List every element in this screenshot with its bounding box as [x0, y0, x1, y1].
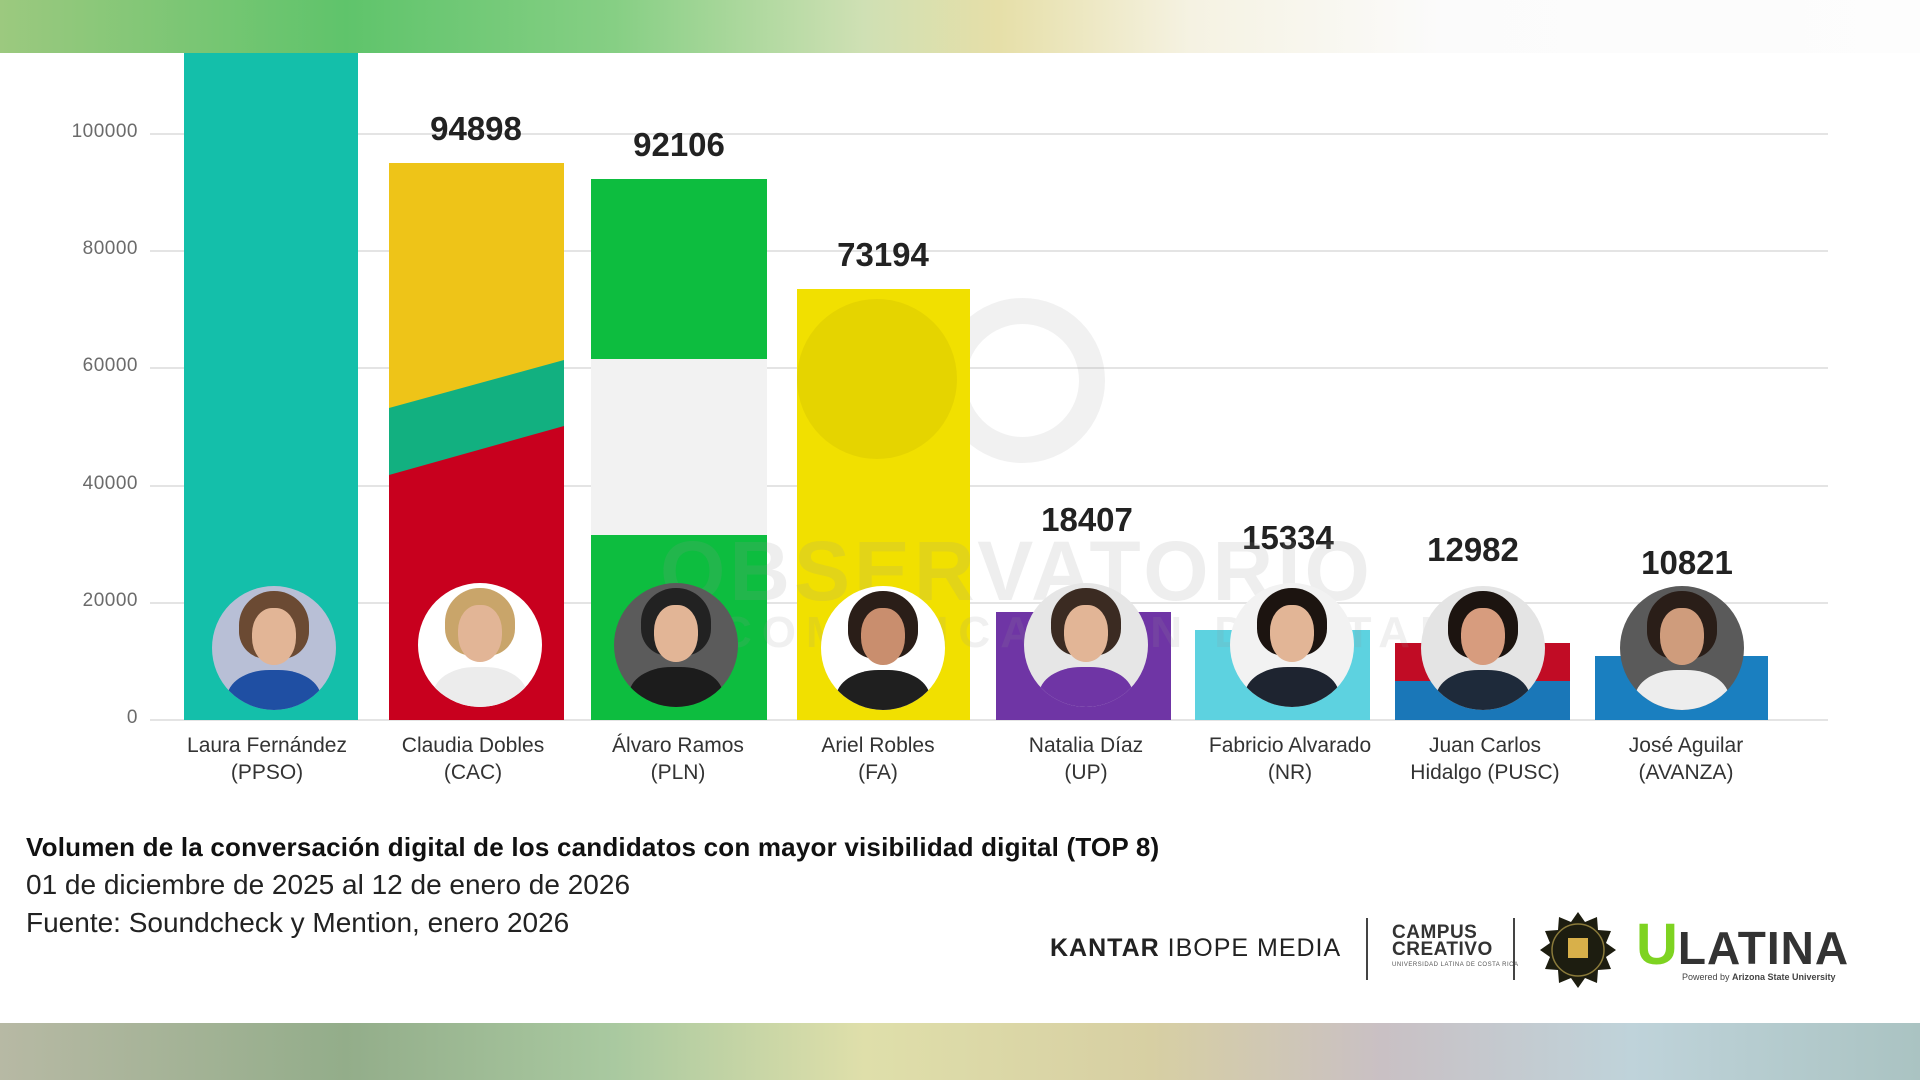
y-tick-label: 40000 [82, 473, 138, 494]
candidate-name: Claudia Dobles [401, 734, 545, 757]
y-tick-label: 60000 [82, 355, 138, 376]
chart-caption: Volumen de la conversación digital de lo… [26, 828, 1159, 942]
kantar-ibope-media-logo: KANTAR IBOPE MEDIA [1050, 934, 1342, 962]
bar-chart: 100000 80000 60000 40000 20000 0 94898 9… [0, 53, 1920, 833]
value-label-natalia-diaz: 18407 [1041, 501, 1133, 538]
candidate-name: Laura Fernández [187, 734, 347, 757]
y-tick-label: 20000 [82, 590, 138, 611]
value-label-juan-carlos-hidalgo: 12982 [1427, 531, 1519, 568]
category-label-alvaro-ramos: Álvaro Ramos (PLN) [573, 732, 783, 786]
bottom-gradient-band [0, 1023, 1920, 1080]
gridline-20000 [150, 602, 1828, 604]
candidate-party: (PLN) [650, 761, 706, 784]
category-label-fabricio-alvarado: Fabricio Alvarado (NR) [1185, 732, 1395, 786]
logo-divider [1513, 918, 1515, 980]
candidate-party: (UP) [1064, 761, 1108, 784]
value-label-alvaro-ramos: 92106 [633, 126, 725, 163]
chart-title: Volumen de la conversación digital de lo… [26, 832, 1160, 862]
candidate-party: (NR) [1267, 761, 1313, 784]
gridline-60000 [150, 367, 1828, 369]
gridline-40000 [150, 485, 1828, 487]
candidate-party: (FA) [858, 761, 898, 784]
value-label-ariel-robles: 73194 [837, 236, 929, 273]
value-label-claudia-dobles: 94898 [430, 110, 522, 147]
avatar-natalia-diaz [1024, 583, 1148, 707]
candidate-name: Ariel Robles [821, 734, 935, 757]
category-label-jose-aguilar: José Aguilar (AVANZA) [1581, 732, 1791, 786]
category-label-claudia-dobles: Claudia Dobles (CAC) [368, 732, 578, 786]
category-label-juan-carlos-hidalgo: Juan Carlos Hidalgo (PUSC) [1380, 732, 1590, 786]
avatar-fabricio-alvarado [1230, 583, 1354, 707]
avatar-laura-fernandez [212, 586, 336, 710]
value-label-jose-aguilar: 10821 [1641, 544, 1733, 581]
y-tick-label: 100000 [71, 121, 138, 142]
category-label-laura-fernandez: Laura Fernández (PPSO) [162, 732, 372, 786]
avatar-claudia-dobles [418, 583, 542, 707]
gridline-100000 [150, 133, 1828, 135]
gridline-0 [150, 719, 1828, 721]
candidate-name: José Aguilar [1628, 734, 1744, 757]
value-label-fabricio-alvarado: 15334 [1242, 519, 1334, 556]
category-label-ariel-robles: Ariel Robles (FA) [773, 732, 983, 786]
category-label-natalia-diaz: Natalia Díaz (UP) [981, 732, 1191, 786]
candidate-name: Juan Carlos [1428, 734, 1542, 757]
chart-source: Fuente: Soundcheck y Mention, enero 2026 [26, 907, 570, 938]
avatar-jose-aguilar [1620, 586, 1744, 710]
candidate-name: Álvaro Ramos [612, 734, 744, 757]
candidate-name: Fabricio Alvarado [1208, 734, 1372, 757]
campus-creativo-logo: CAMPUS CREATIVO UNIVERSIDAD LATINA DE CO… [1392, 922, 1519, 968]
ulatina-logo: ULATINA Powered by Arizona State Univers… [1636, 912, 1850, 983]
seal-badge-icon [1540, 912, 1616, 988]
avatar-alvaro-ramos [614, 583, 738, 707]
candidate-party: Hidalgo (PUSC) [1410, 761, 1560, 784]
avatar-ariel-robles [821, 586, 945, 710]
candidate-party: (CAC) [443, 761, 503, 784]
candidate-name: Natalia Díaz [1028, 734, 1144, 757]
y-tick-label: 80000 [82, 238, 138, 259]
sponsor-logos: KANTAR IBOPE MEDIA CAMPUS CREATIVO UNIVE… [1040, 910, 1860, 990]
candidate-party: (PPSO) [230, 761, 304, 784]
logo-divider [1366, 918, 1368, 980]
avatar-juan-carlos-hidalgo [1421, 586, 1545, 710]
candidate-party: (AVANZA) [1638, 761, 1734, 784]
top-gradient-band [0, 0, 1920, 53]
y-tick-label: 0 [126, 707, 138, 728]
gridline-80000 [150, 250, 1828, 252]
chart-date-range: 01 de diciembre de 2025 al 12 de enero d… [26, 869, 631, 900]
